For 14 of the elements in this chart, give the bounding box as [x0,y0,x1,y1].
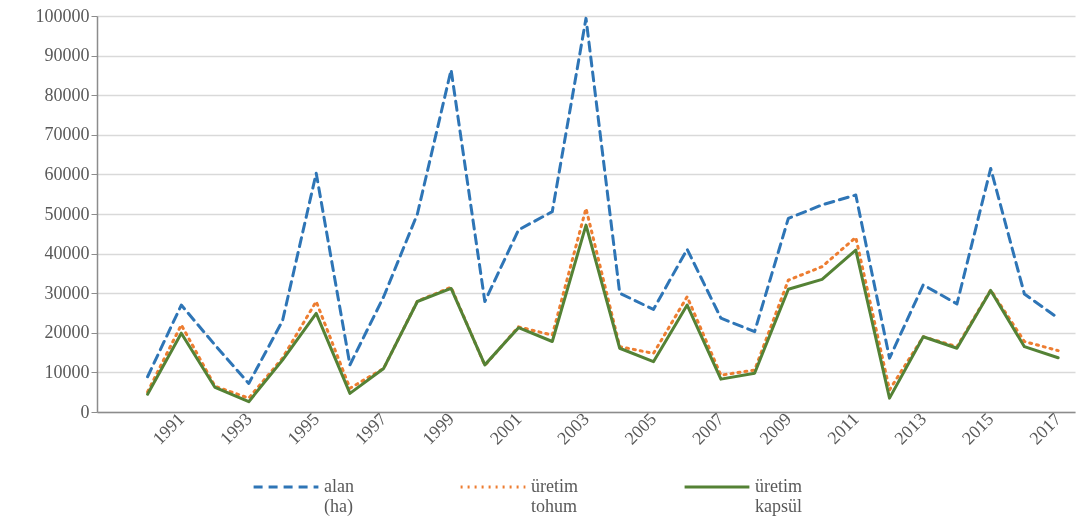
legend-label: üretim tohum [531,476,578,516]
y-tick-label: 70000 [44,124,90,145]
legend-label: üretim kapsül [755,476,802,516]
y-tick-label: 30000 [44,282,90,303]
y-tick-label: 80000 [44,84,90,105]
y-tick-label: 40000 [44,243,90,264]
y-tick-label: 10000 [44,361,90,382]
y-tick-label: 60000 [44,163,90,184]
legend-label: alan (ha) [324,476,354,517]
y-tick-label: 0 [80,401,90,422]
y-tick-label: 90000 [44,45,90,66]
y-tick-label: 20000 [44,322,90,343]
y-tick-label: 50000 [44,203,90,224]
y-tick-label: 100000 [35,5,90,26]
